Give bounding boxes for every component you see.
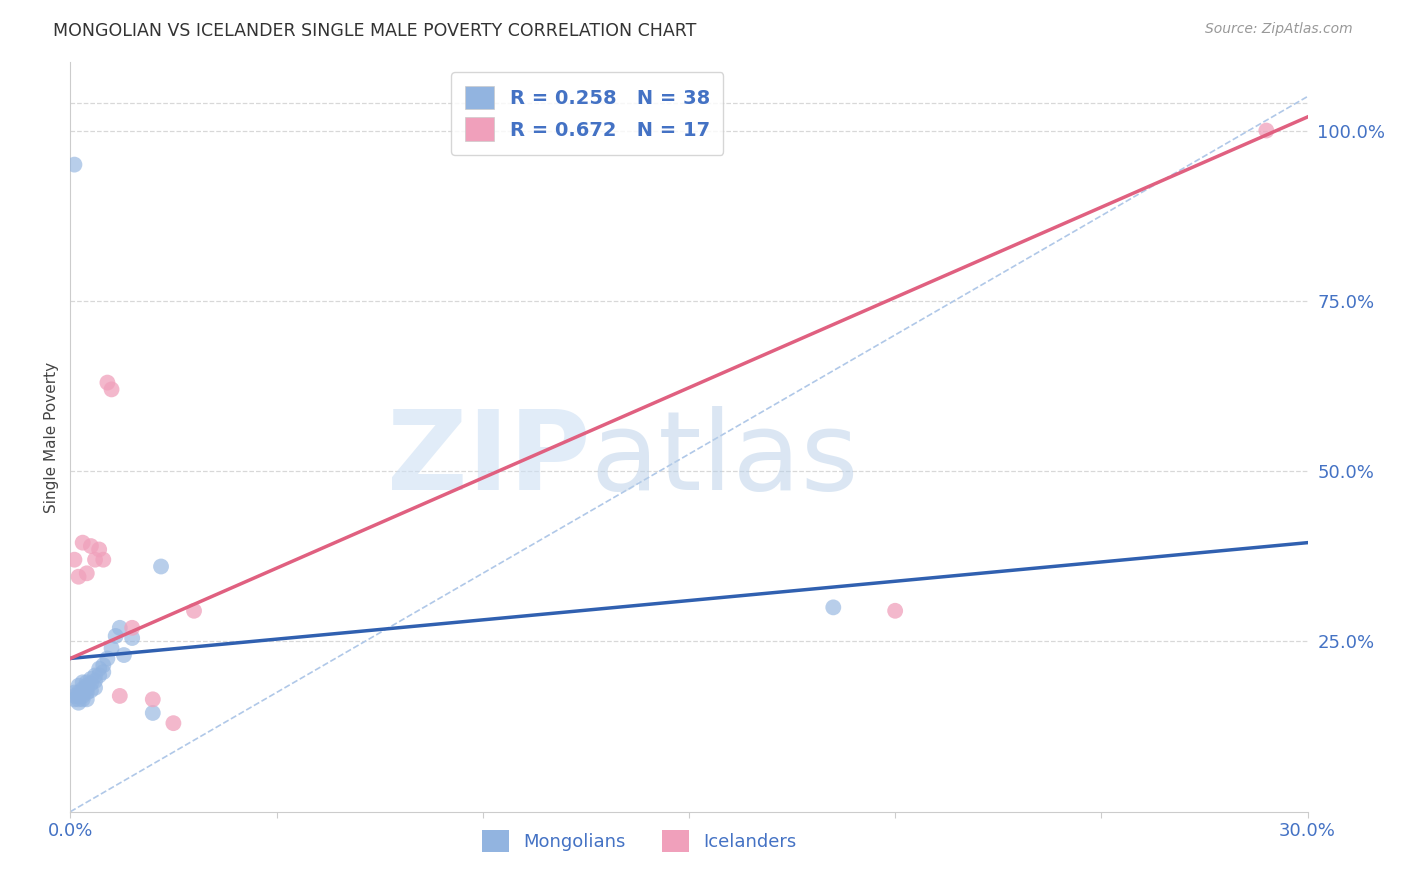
Point bbox=[108, 689, 131, 703]
Point bbox=[96, 376, 118, 390]
Point bbox=[100, 641, 122, 656]
Point bbox=[150, 559, 173, 574]
Point bbox=[121, 621, 143, 635]
Point bbox=[91, 665, 114, 679]
Point bbox=[884, 604, 907, 618]
Point bbox=[76, 679, 98, 693]
Point bbox=[67, 685, 90, 699]
Point bbox=[108, 621, 131, 635]
Point bbox=[67, 696, 90, 710]
Point bbox=[76, 566, 98, 581]
Point bbox=[91, 552, 114, 566]
Point bbox=[63, 692, 86, 706]
Point bbox=[91, 658, 114, 673]
Point bbox=[104, 629, 127, 643]
Point bbox=[72, 692, 94, 706]
Point bbox=[76, 692, 98, 706]
Point bbox=[67, 689, 90, 703]
Point bbox=[142, 706, 165, 720]
Point bbox=[76, 682, 98, 697]
Point bbox=[84, 552, 107, 566]
Point bbox=[72, 689, 94, 703]
Point bbox=[100, 383, 122, 397]
Point bbox=[76, 685, 98, 699]
Text: MONGOLIAN VS ICELANDER SINGLE MALE POVERTY CORRELATION CHART: MONGOLIAN VS ICELANDER SINGLE MALE POVER… bbox=[53, 22, 697, 40]
Point bbox=[823, 600, 845, 615]
Point bbox=[67, 692, 90, 706]
Point bbox=[80, 676, 103, 690]
Point bbox=[84, 673, 107, 688]
Point bbox=[89, 668, 111, 682]
Point bbox=[76, 675, 98, 690]
Text: atlas: atlas bbox=[591, 406, 859, 513]
Point bbox=[63, 552, 86, 566]
Point bbox=[121, 631, 143, 645]
Point bbox=[67, 679, 90, 693]
Point bbox=[84, 668, 107, 682]
Point bbox=[63, 689, 86, 703]
Point bbox=[142, 692, 165, 706]
Point bbox=[67, 570, 90, 584]
Point bbox=[72, 675, 94, 690]
Point bbox=[72, 682, 94, 697]
Point bbox=[89, 662, 111, 676]
Point bbox=[63, 158, 86, 172]
Legend: Mongolians, Icelanders: Mongolians, Icelanders bbox=[475, 822, 804, 859]
Point bbox=[80, 672, 103, 686]
Point bbox=[162, 716, 184, 731]
Y-axis label: Single Male Poverty: Single Male Poverty bbox=[44, 361, 59, 513]
Point bbox=[80, 539, 103, 553]
Point bbox=[183, 604, 205, 618]
Point bbox=[72, 535, 94, 549]
Point bbox=[1256, 123, 1278, 137]
Point bbox=[112, 648, 135, 662]
Point bbox=[89, 542, 111, 557]
Point bbox=[84, 681, 107, 695]
Point bbox=[80, 683, 103, 698]
Point bbox=[96, 651, 118, 665]
Text: Source: ZipAtlas.com: Source: ZipAtlas.com bbox=[1205, 22, 1353, 37]
Text: ZIP: ZIP bbox=[387, 406, 591, 513]
Point bbox=[72, 685, 94, 699]
Point bbox=[63, 685, 86, 699]
